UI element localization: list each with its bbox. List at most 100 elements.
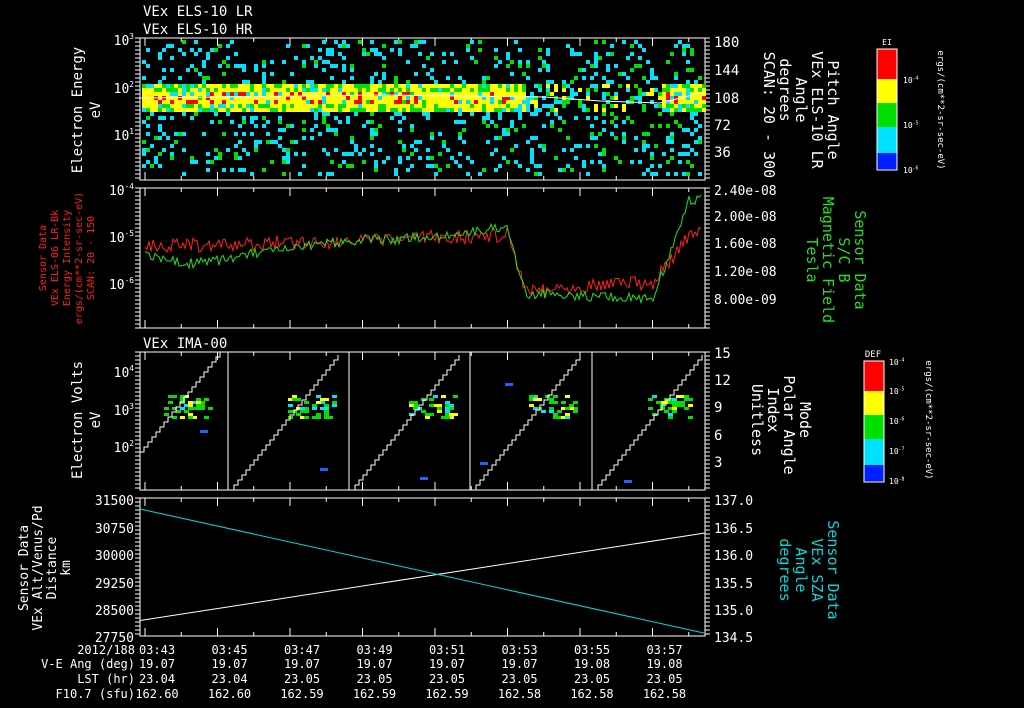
spectrogram-pixel xyxy=(590,132,594,136)
spectrogram-pixel xyxy=(394,76,398,80)
colorbar-frame xyxy=(863,360,885,483)
spectrogram-pixel xyxy=(590,124,594,128)
spectrogram-pixel xyxy=(146,104,150,108)
spectrogram-pixel xyxy=(490,88,494,92)
time-axis-value: 19.07 xyxy=(284,657,320,671)
spectrogram-pixel xyxy=(490,120,494,124)
spectrogram-pixel xyxy=(434,164,438,168)
spectrogram-pixel xyxy=(330,84,334,88)
spectrogram-pixel xyxy=(542,60,546,64)
spectrogram-pixel xyxy=(382,72,386,76)
spectrogram-pixel xyxy=(322,92,326,96)
spectrogram-pixel xyxy=(690,48,694,52)
spectrogram-pixel xyxy=(180,395,185,398)
spectrogram-pixel xyxy=(254,88,258,92)
spectrogram-pixel xyxy=(670,136,674,140)
spectrogram-pixel xyxy=(594,104,598,108)
spectrogram-pixel xyxy=(214,100,218,104)
orbit-panel: 315003075030000292502850027750137.0136.5… xyxy=(17,494,842,646)
spectrogram-pixel xyxy=(642,76,646,80)
spectrogram-pixel xyxy=(458,100,462,104)
spectrogram-pixel xyxy=(306,104,310,108)
y-tick-label: 101 xyxy=(114,127,135,144)
spectrogram-pixel xyxy=(184,410,189,413)
y-tick-label: 30750 xyxy=(95,522,134,537)
spectrogram-pixel xyxy=(522,72,526,76)
spectrogram-pixel xyxy=(374,96,378,100)
spectrogram-pixel xyxy=(378,124,382,128)
colorbar-segment xyxy=(864,443,884,446)
spectrogram-pixel xyxy=(154,100,158,104)
spectrogram-pixel xyxy=(634,136,638,140)
spectrogram-pixel xyxy=(648,398,653,401)
spectrogram-pixel xyxy=(370,100,374,104)
spectrogram-pixel xyxy=(546,84,550,88)
colorbar-segment xyxy=(864,387,884,390)
spectrogram-pixel xyxy=(622,136,626,140)
spectrogram-pixel xyxy=(278,96,282,100)
spectrogram-pixel xyxy=(638,56,642,60)
spectrogram-pixel xyxy=(278,108,282,112)
spectrogram-pixel xyxy=(690,112,694,116)
spectrogram-pixel xyxy=(390,108,394,112)
spectrogram-pixel xyxy=(522,100,526,104)
spectrogram-pixel xyxy=(570,148,574,152)
spectrogram-pixel xyxy=(282,100,286,104)
spectrogram-pixel xyxy=(196,407,201,410)
spectrogram-pixel xyxy=(686,68,690,72)
spectrogram-pixel xyxy=(550,124,554,128)
spectrogram-pixel xyxy=(304,401,309,404)
spectrogram-pixel xyxy=(302,84,306,88)
spectrogram-pixel xyxy=(398,156,402,160)
colorbar-segment xyxy=(864,449,884,452)
spectrogram-pixel xyxy=(442,144,446,148)
spectrogram-pixel xyxy=(694,128,698,132)
spectrogram-pixel xyxy=(430,100,434,104)
spectrogram-pixel xyxy=(230,92,234,96)
spectrogram-pixel xyxy=(418,88,422,92)
spectrogram-pixel xyxy=(402,92,406,96)
spectrogram-pixel xyxy=(510,72,514,76)
spectrogram-pixel xyxy=(162,88,166,92)
spectrogram-pixel xyxy=(406,92,410,96)
spectrogram-pixel xyxy=(322,84,326,88)
spectrogram-pixel xyxy=(684,398,689,401)
spectrogram-pixel xyxy=(226,100,230,104)
spectrogram-pixel xyxy=(182,40,186,44)
spectrogram-pixel xyxy=(494,124,498,128)
spectrogram-pixel xyxy=(206,168,210,172)
spectrogram-pixel xyxy=(674,88,678,92)
spectrogram-pixel xyxy=(458,96,462,100)
spectrogram-pixel xyxy=(498,116,502,120)
spectrogram-pixel xyxy=(670,156,674,160)
spectrogram-pixel xyxy=(242,132,246,136)
spectrogram-pixel xyxy=(442,92,446,96)
spectrogram-pixel xyxy=(694,108,698,112)
spectrogram-pixel xyxy=(662,84,666,88)
spectrogram-pixel xyxy=(210,96,214,100)
spectrogram-pixel xyxy=(574,156,578,160)
y2-axis-label: Unitless xyxy=(748,384,766,456)
spectrogram-pixel xyxy=(378,104,382,108)
spectrogram-pixel xyxy=(186,100,190,104)
spectrogram-pixel xyxy=(350,104,354,108)
spectrogram-pixel xyxy=(425,416,430,419)
spectrogram-pixel xyxy=(438,152,442,156)
spectrogram-pixel xyxy=(402,104,406,108)
spectrogram-pixel xyxy=(262,88,266,92)
spectrogram-pixel xyxy=(170,44,174,48)
spectrogram-pixel xyxy=(458,136,462,140)
spectrogram-pixel xyxy=(466,100,470,104)
spectrogram-pixel xyxy=(690,84,694,88)
spectrogram-pixel xyxy=(478,48,482,52)
y-tick-label: 27750 xyxy=(95,631,134,646)
spectrogram-pixel xyxy=(182,108,186,112)
spectrogram-pixel xyxy=(694,100,698,104)
spectrogram-pixel xyxy=(526,108,530,112)
spectrogram-pixel xyxy=(298,88,302,92)
y-tick-label: 10-4 xyxy=(109,182,134,199)
spectrogram-pixel xyxy=(202,96,206,100)
spectrogram-pixel xyxy=(294,104,298,108)
spectrogram-pixel xyxy=(254,68,258,72)
spectrogram-pixel xyxy=(470,108,474,112)
